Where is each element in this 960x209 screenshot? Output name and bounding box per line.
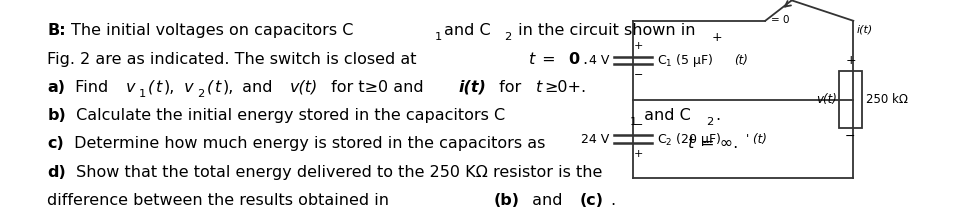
Text: Determine how much energy is stored in the capacitors as: Determine how much energy is stored in t… [69,136,550,152]
Text: b): b) [47,108,66,123]
Text: a): a) [47,80,65,95]
Text: and C: and C [639,108,691,123]
Text: Find: Find [70,80,114,95]
Text: difference between the results obtained in: difference between the results obtained … [47,193,395,208]
Text: +: + [711,31,722,44]
Text: −: − [635,70,643,80]
Text: ' (t): ' (t) [746,133,767,146]
Text: (b): (b) [494,193,520,208]
Text: −: − [635,120,643,130]
Text: +: + [635,149,643,159]
Text: 24 V: 24 V [581,133,610,146]
Text: 4 V: 4 V [588,54,610,67]
Text: (t): (t) [733,54,748,67]
Text: ≥0+.: ≥0+. [543,80,586,95]
Text: B:: B: [47,23,66,38]
Text: d): d) [47,165,66,180]
Text: 2: 2 [198,89,204,99]
Text: +: + [635,41,643,51]
Text: = 0: = 0 [771,15,789,25]
Text: (: ( [206,80,213,95]
Text: −: − [845,130,855,143]
Text: 0: 0 [568,52,579,67]
Text: i(t): i(t) [856,24,873,34]
Text: (c): (c) [580,193,604,208]
Text: t: t [688,136,695,152]
Text: =: = [538,52,561,67]
Text: .: . [582,52,588,67]
Text: c): c) [47,136,64,152]
Text: 1: 1 [138,89,146,99]
Text: .: . [611,193,615,208]
Text: Fig. 2 are as indicated. The switch is closed at: Fig. 2 are as indicated. The switch is c… [47,52,422,67]
Text: v(t): v(t) [290,80,318,95]
Text: v: v [127,80,135,95]
Text: for t≥0 and: for t≥0 and [326,80,429,95]
Text: v: v [179,80,193,95]
Text: in the circuit shown in: in the circuit shown in [514,23,696,38]
Text: v(t): v(t) [816,93,837,106]
Text: and: and [237,80,278,95]
Text: = ∞.: = ∞. [696,136,738,152]
Text: ),: ), [223,80,234,95]
Text: for: for [494,80,526,95]
Bar [839,71,862,128]
Text: t: t [529,52,536,67]
Text: .: . [715,108,720,123]
Text: t: t [215,80,221,95]
Text: Show that the total energy delivered to the 250 KΩ resistor is the: Show that the total energy delivered to … [71,165,603,180]
Text: 2: 2 [706,117,713,127]
Text: 2: 2 [504,32,511,42]
Text: ),: ), [164,80,176,95]
Text: +: + [845,54,855,67]
Text: and C: and C [444,23,491,38]
Text: t: t [156,80,162,95]
Text: 1: 1 [630,117,637,127]
Text: i(t): i(t) [458,80,486,95]
Text: Calculate the initial energy stored in the capacitors C: Calculate the initial energy stored in t… [71,108,506,123]
Text: 250 kΩ: 250 kΩ [866,93,908,106]
Text: $\mathregular{C_1}$ (5 µF): $\mathregular{C_1}$ (5 µF) [657,52,713,69]
Text: $\mathregular{C_2}$ (20 µF): $\mathregular{C_2}$ (20 µF) [657,131,722,148]
Text: 1: 1 [435,32,442,42]
Text: and: and [527,193,568,208]
Text: The initial voltages on capacitors C: The initial voltages on capacitors C [71,23,353,38]
Text: (: ( [148,80,155,95]
Text: t: t [536,80,542,95]
